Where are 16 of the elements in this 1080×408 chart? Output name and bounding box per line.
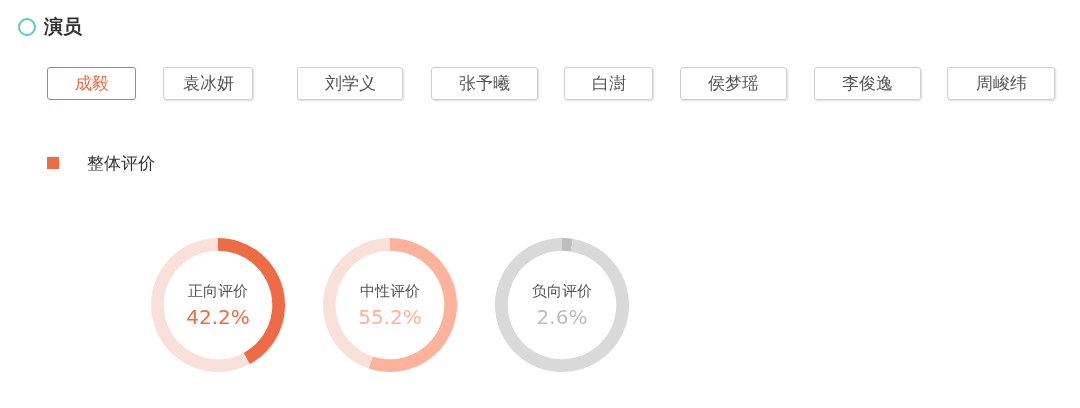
category-label: 刘学义 [297, 67, 403, 100]
data-label: 2.6% [536, 304, 588, 329]
category-label: 袁冰妍 [163, 67, 253, 100]
category-label: 张予曦 [431, 67, 538, 100]
category-label: 白澍 [564, 67, 653, 100]
slice-label: 正向评价 [188, 281, 248, 301]
data-label: 55.2% [358, 304, 422, 329]
text: 整体评价 [87, 152, 155, 175]
slice-label: 负向评价 [532, 281, 592, 301]
data-label: 42.2% [186, 304, 250, 329]
category-label: 李俊逸 [814, 67, 921, 100]
slice-label: 中性评价 [360, 281, 420, 301]
category-label: 侯梦瑶 [680, 67, 787, 100]
category-label: 周峻纬 [947, 67, 1055, 100]
category-label: 成毅 [47, 67, 136, 100]
text: 演员 [44, 14, 82, 39]
